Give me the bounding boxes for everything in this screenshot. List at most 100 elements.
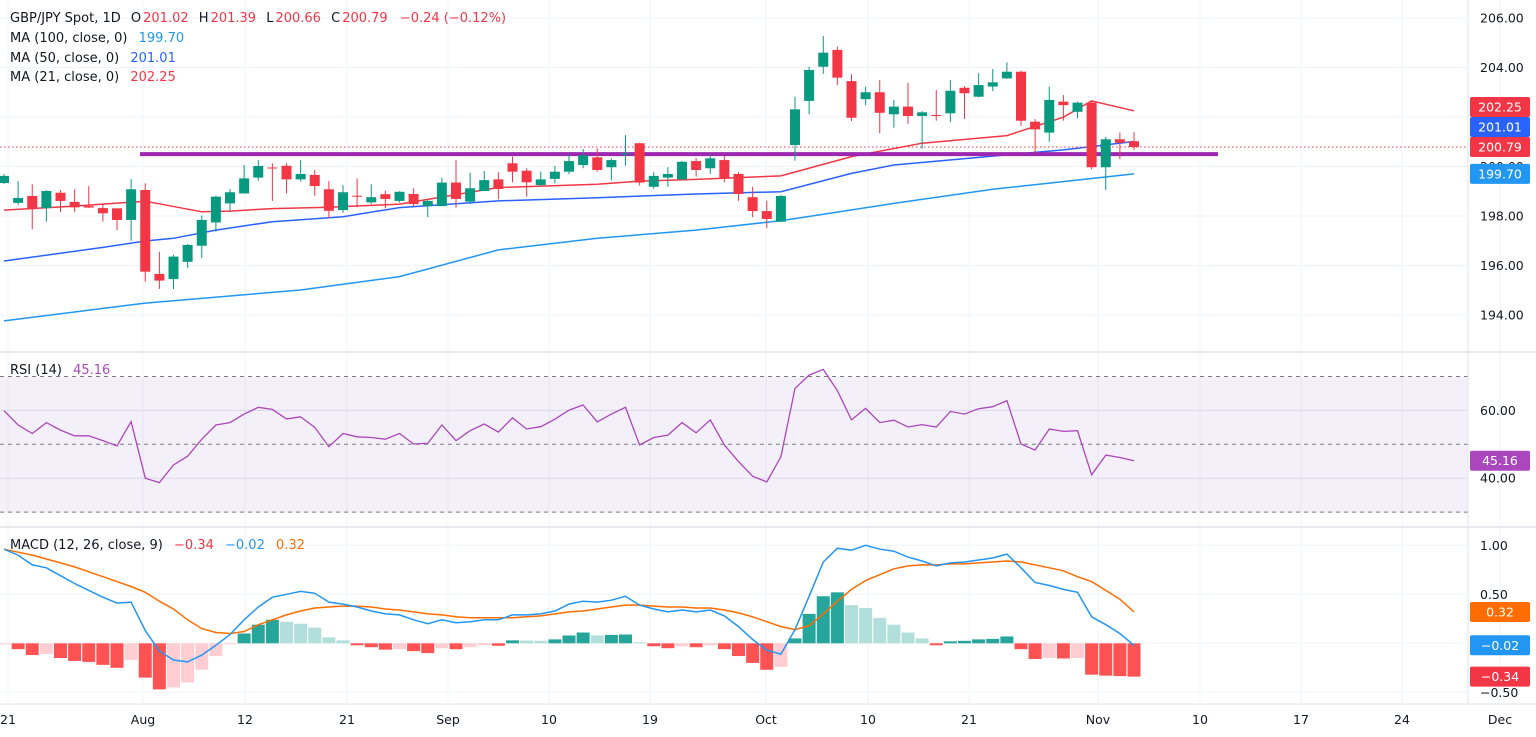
candle-body xyxy=(1129,141,1139,147)
candle-body xyxy=(648,175,659,187)
histogram-bar xyxy=(138,643,152,678)
candle-up xyxy=(225,189,235,212)
histogram-bar xyxy=(1042,643,1056,658)
time-tick-label: Dec xyxy=(1488,712,1512,727)
candle-body xyxy=(677,161,687,180)
time-tick-label: 12 xyxy=(237,712,253,727)
candle-body xyxy=(903,106,913,117)
candle-up xyxy=(13,181,24,205)
candle-body xyxy=(804,69,815,101)
ma50-legend[interactable]: MA (50, close, 0) 201.01 xyxy=(10,49,178,68)
macd-tick-label: 0.50 xyxy=(1480,587,1508,602)
tag-value: 199.70 xyxy=(1478,166,1522,181)
histogram-bar xyxy=(322,637,336,644)
histogram-bar xyxy=(520,640,534,644)
rsi-tick-label: 60.00 xyxy=(1480,403,1516,418)
candle-body xyxy=(1044,99,1055,133)
histogram-bar xyxy=(39,643,53,655)
candle-body xyxy=(733,173,744,194)
macd-tick-label: −0.50 xyxy=(1480,685,1518,700)
candle-down xyxy=(281,163,292,194)
histogram-bar xyxy=(223,643,237,645)
low-label: L xyxy=(266,11,274,26)
candle-body xyxy=(1114,139,1125,143)
pane-separators[interactable] xyxy=(0,0,1536,705)
macd-signal-value: 0.32 xyxy=(276,538,305,553)
ma50-label: MA (50, close, 0) xyxy=(10,51,120,66)
histogram-bar xyxy=(237,633,251,644)
candle-up xyxy=(479,170,490,192)
candle-body xyxy=(83,206,94,208)
histogram-bar xyxy=(181,643,195,683)
price-tag: 201.01 xyxy=(1470,116,1530,137)
ma21-legend[interactable]: MA (21, close, 0) 202.25 xyxy=(10,68,178,87)
tag-value: 200.79 xyxy=(1478,139,1522,154)
histogram-bar xyxy=(110,643,124,668)
candle-body xyxy=(295,173,306,180)
candle-body xyxy=(338,192,348,211)
candle-up xyxy=(196,215,207,259)
histogram-bar xyxy=(1014,643,1028,650)
time-axis[interactable]: 21 Aug 12 21 Sep 10 19 Oct 10 21 Nov 10 17 24 Dec xyxy=(0,712,1512,727)
histogram-bar xyxy=(760,643,774,670)
candle-down xyxy=(691,157,702,177)
tag-bg xyxy=(1470,635,1530,656)
candle-body xyxy=(719,160,730,179)
histogram-bar xyxy=(1099,643,1113,676)
candle-body xyxy=(606,160,617,168)
candle-down xyxy=(592,148,603,172)
ma100-legend[interactable]: MA (100, close, 0) 199.70 xyxy=(10,29,186,48)
candle-up xyxy=(535,171,546,187)
histogram-bar xyxy=(265,619,279,644)
macd-legend[interactable]: MACD (12, 26, close, 9) −0.34 −0.02 0.32 xyxy=(10,536,307,555)
histogram-bar xyxy=(0,643,11,645)
close-label: C xyxy=(331,11,341,26)
candle-body xyxy=(1030,121,1041,130)
histogram-bar xyxy=(463,643,477,648)
tag-bg xyxy=(1470,601,1530,622)
open-label: O xyxy=(130,11,142,26)
candle-body xyxy=(154,273,165,281)
candle-body xyxy=(945,90,956,114)
candle-body xyxy=(366,197,377,203)
candle-body xyxy=(1086,102,1097,168)
candle-body xyxy=(747,197,758,212)
candle-body xyxy=(987,82,998,87)
candle-down xyxy=(733,172,744,201)
candle-body xyxy=(182,244,193,262)
candle-down xyxy=(352,178,363,208)
candle-down xyxy=(1129,132,1139,151)
histogram-bar xyxy=(68,643,82,661)
open-value: 201.02 xyxy=(143,11,189,26)
rsi-legend[interactable]: RSI (14) 45.16 xyxy=(10,361,112,380)
candle-down xyxy=(493,172,504,200)
candle-body xyxy=(41,191,52,209)
candle-body xyxy=(394,191,405,201)
histogram-bar xyxy=(124,643,138,660)
time-tick-label: Nov xyxy=(1086,712,1111,727)
histogram-bar xyxy=(788,638,802,644)
candle-down xyxy=(309,169,320,196)
histogram-bar xyxy=(619,634,632,644)
time-tick-label: 10 xyxy=(541,712,557,727)
histogram-bar xyxy=(830,592,844,644)
candle-up xyxy=(465,172,476,205)
candle-up xyxy=(648,172,659,189)
candle-body xyxy=(408,193,419,205)
rsi-label: RSI (14) xyxy=(10,363,62,378)
candle-body xyxy=(662,173,673,178)
candle-up xyxy=(436,177,447,207)
candle-up xyxy=(818,36,829,74)
candle-up xyxy=(1044,86,1055,142)
tag-bg xyxy=(1470,116,1530,137)
candle-body xyxy=(493,179,504,190)
candle-body xyxy=(790,109,800,145)
histogram-bar xyxy=(82,643,96,662)
candle-body xyxy=(380,194,391,199)
candle-body xyxy=(1072,102,1083,112)
histogram-bar xyxy=(435,643,449,649)
tag-bg xyxy=(1470,163,1530,184)
histogram-bar xyxy=(167,643,180,688)
candle-down xyxy=(1086,99,1097,170)
